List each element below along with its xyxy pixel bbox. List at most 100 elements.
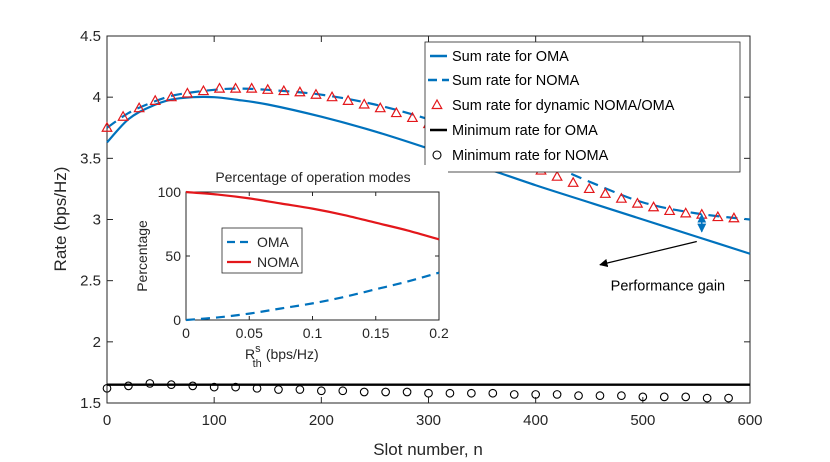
legend-sum-rate-for-dynamic-noma-oma-swatch <box>431 98 443 110</box>
series-sum-rate-for-dynamic-noma-oma-point <box>599 187 612 198</box>
main-y-tick-label: 2.5 <box>80 273 101 290</box>
series-minimum-rate-for-noma-point <box>316 386 326 396</box>
main-y-tick-label: 4.5 <box>80 28 101 45</box>
performance-gain-label: Performance gain <box>611 278 725 294</box>
inset-x-tick-label: 0.15 <box>362 325 389 341</box>
series-sum-rate-for-dynamic-noma-oma-point <box>181 87 194 98</box>
main-x-tick-label: 100 <box>202 412 227 429</box>
inset-legend-oma-label: OMA <box>257 234 290 250</box>
inset-y-tick-label: 50 <box>165 248 181 264</box>
series-sum-rate-for-dynamic-noma-oma-point <box>663 204 676 216</box>
series-minimum-rate-for-noma-point <box>231 382 240 392</box>
series-minimum-rate-for-noma-point <box>574 391 583 401</box>
series-minimum-rate-for-noma-point <box>702 393 712 403</box>
main-y-ticks: 1.5 2 2.5 3 3.5 4 4.5 <box>80 28 750 412</box>
inset-title: Percentage of operation modes <box>215 169 410 185</box>
legend-minimum-rate-for-noma-swatch <box>432 150 442 160</box>
main-x-tick-label: 600 <box>737 412 762 429</box>
main-y-tick-label: 2 <box>93 334 101 351</box>
series-sum-rate-for-dynamic-noma-oma-point <box>294 86 306 97</box>
series-sum-rate-for-dynamic-noma-oma-point <box>213 82 226 93</box>
series-minimum-rate-for-noma-point <box>166 380 176 390</box>
inset-x-label-sup: s <box>255 343 261 355</box>
inset-x-tick-label: 0 <box>182 325 190 341</box>
main-plot: 0 100 200 300 400 500 600 1.522.533.544.5 Slot… <box>51 28 763 459</box>
series-sum-rate-for-dynamic-noma-oma-point <box>229 82 242 93</box>
inset-x-tick-label: 0.2 <box>429 325 449 341</box>
series-sum-rate-for-dynamic-noma-oma-point <box>101 121 113 132</box>
legend-sum-rate-for-noma-label: Sum rate for NOMA <box>452 73 580 89</box>
series-minimum-rate-for-noma-point <box>595 391 605 401</box>
legend-minimum-rate-for-oma-label: Minimum rate for OMA <box>452 123 598 139</box>
series-sum-rate-for-dynamic-noma-oma-point <box>278 84 290 96</box>
series-sum-rate-for-dynamic-noma-oma-point <box>133 101 145 113</box>
main-x-tick-label: 300 <box>416 412 441 429</box>
main-y-tick-label: 3 <box>93 212 101 229</box>
main-x-tick-label: 200 <box>309 412 334 429</box>
series-sum-rate-for-dynamic-noma-oma-point <box>679 207 692 218</box>
series-minimum-rate-for-noma-point <box>467 388 476 398</box>
series-sum-rate-for-dynamic-noma-oma-point <box>358 98 370 109</box>
inset-x-ticks: 0 0.05 0.1 0.15 0.2 <box>182 192 449 341</box>
series-sum-rate-for-dynamic-noma-oma-point <box>551 170 563 181</box>
series-minimum-rate-for-noma-point <box>209 382 219 392</box>
series-sum-rate-for-dynamic-noma-oma-point <box>567 176 579 187</box>
series-minimum-rate-for-noma-point <box>531 390 541 399</box>
legend-sum-rate-for-dynamic-noma-oma-label: Sum rate for dynamic NOMA/OMA <box>452 98 675 114</box>
series-sum-rate-for-dynamic-noma-oma-point <box>406 111 419 123</box>
inset-x-label-main: R <box>245 346 255 362</box>
main-x-ticks: 0 100 200 300 400 500 600 <box>103 36 763 429</box>
series-sum-rate-for-dynamic-noma-oma-point <box>245 82 258 93</box>
series-minimum-rate-for-noma-point <box>424 388 433 398</box>
series-minimum-rate-for-noma-point <box>402 387 412 397</box>
main-legend: Sum rate for OMA Sum rate for NOMA Sum rat… <box>424 41 741 173</box>
inset-plot: Percentage of operation modes 0 0.05 0.1 0.… <box>118 165 449 375</box>
series-minimum-rate-for-noma-point <box>124 381 133 391</box>
series-minimum-rate-for-noma-point <box>295 385 305 394</box>
main-x-tick-label: 400 <box>523 412 548 429</box>
series-minimum-rate-for-noma-point <box>252 383 262 393</box>
series-minimum-rate-for-noma-point <box>381 387 390 397</box>
series-sum-rate-for-dynamic-noma-oma-point <box>583 182 596 194</box>
series-sum-rate-for-dynamic-noma-oma-point <box>310 88 322 99</box>
series-sum-rate-for-dynamic-noma-oma-point <box>149 94 161 105</box>
inset-y-axis-label: Percentage <box>134 220 150 292</box>
series-minimum-rate-for-noma-point <box>681 392 691 402</box>
series-minimum-rate-for-noma-point <box>274 385 283 394</box>
series-minimum-rate-for-noma-point <box>509 390 519 399</box>
series-sum-rate-for-dynamic-noma-oma-point <box>326 90 338 102</box>
series-sum-rate-for-dynamic-noma-oma-point <box>728 212 740 223</box>
series-sum-rate-for-dynamic-noma-oma-point <box>712 210 724 222</box>
main-y-tick-label: 4 <box>93 89 101 106</box>
series-sum-rate-for-dynamic-noma-oma-point <box>165 90 178 102</box>
series-sum-rate-for-dynamic-noma-oma-point <box>615 192 628 203</box>
inset-series-oma-line <box>185 271 440 322</box>
series-minimum-rate-for-noma-point <box>102 383 112 393</box>
main-y-axis-label: Rate (bps/Hz) <box>51 167 70 272</box>
series-sum-rate-for-dynamic-noma-oma-point <box>197 84 210 96</box>
main-x-tick-label: 0 <box>103 412 111 429</box>
main-legend-items: Sum rate for OMA Sum rate for NOMA Sum rat… <box>428 49 675 164</box>
series-minimum-rate-for-noma-point <box>488 388 498 398</box>
legend-minimum-rate-for-noma-label: Minimum rate for NOMA <box>452 148 609 164</box>
inset-x-tick-label: 0.1 <box>303 325 323 341</box>
main-y-tick-label: 1.5 <box>80 395 101 412</box>
series-sum-rate-for-dynamic-noma-oma-point <box>342 94 354 105</box>
inset-y-tick-label: 100 <box>158 184 182 200</box>
gain-pointer-arrow <box>599 240 697 268</box>
series-minimum-rate-for-noma-point <box>659 392 669 402</box>
inset-y-ticks: 0 50 100 <box>158 184 439 328</box>
series-minimum-rate-for-noma-point <box>145 379 155 388</box>
series-sum-rate-for-dynamic-noma-oma-point <box>631 197 644 208</box>
inset-x-label-unit: (bps/Hz) <box>266 346 319 362</box>
series-minimum-rate-for-noma-point <box>359 387 369 397</box>
main-y-tick-label: 3.5 <box>80 150 101 167</box>
performance-gain-annotation: Performance gain <box>599 213 725 294</box>
series-minimum-rate-for-noma-point <box>188 381 198 391</box>
series-minimum-rate-for-noma-point <box>338 386 348 396</box>
series-minimum-rate-for-noma-point <box>638 392 648 402</box>
inset-y-tick-label: 0 <box>173 312 181 328</box>
series-sum-rate-for-dynamic-noma-oma-point <box>261 83 274 94</box>
inset-legend: OMA NOMA <box>221 227 303 274</box>
main-x-tick-label: 500 <box>630 412 655 429</box>
